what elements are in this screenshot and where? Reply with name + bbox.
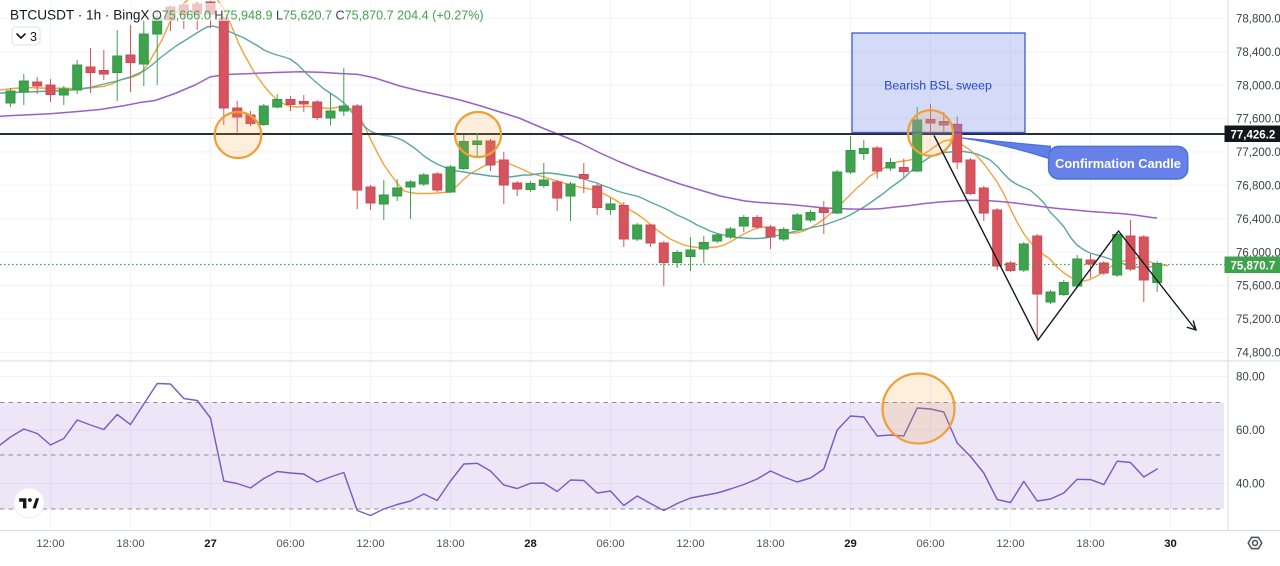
- svg-text:3: 3: [30, 30, 37, 44]
- svg-text:78,800.0: 78,800.0: [1236, 14, 1280, 26]
- svg-text:27: 27: [204, 538, 217, 550]
- svg-text:40.00: 40.00: [1236, 479, 1265, 491]
- svg-text:18:00: 18:00: [436, 538, 464, 550]
- svg-text:28: 28: [524, 538, 537, 550]
- svg-text:76,800.0: 76,800.0: [1236, 181, 1280, 193]
- svg-text:18:00: 18:00: [1076, 538, 1104, 550]
- svg-text:60.00: 60.00: [1236, 425, 1265, 437]
- svg-text:06:00: 06:00: [276, 538, 304, 550]
- svg-text:18:00: 18:00: [756, 538, 784, 550]
- svg-text:80.00: 80.00: [1236, 372, 1265, 384]
- svg-text:77,200.0: 77,200.0: [1236, 147, 1280, 159]
- svg-text:75,200.0: 75,200.0: [1236, 314, 1280, 326]
- svg-text:Confirmation Candle: Confirmation Candle: [1055, 156, 1181, 171]
- svg-text:12:00: 12:00: [356, 538, 384, 550]
- svg-text:75,870.7: 75,870.7: [1231, 260, 1276, 272]
- svg-text:12:00: 12:00: [996, 538, 1024, 550]
- svg-text:06:00: 06:00: [916, 538, 944, 550]
- svg-text:30: 30: [1164, 538, 1177, 550]
- svg-text:12:00: 12:00: [36, 538, 64, 550]
- svg-text:78,000.0: 78,000.0: [1236, 80, 1280, 92]
- svg-text:12:00: 12:00: [676, 538, 704, 550]
- svg-text:Bearish BSL sweep: Bearish BSL sweep: [884, 79, 992, 93]
- svg-text:29: 29: [844, 538, 857, 550]
- svg-text:76,400.0: 76,400.0: [1236, 214, 1280, 226]
- svg-text:O75,666.0 H75,948.9 L75,620.7: O75,666.0 H75,948.9 L75,620.7 C75,870.7 …: [152, 9, 484, 23]
- svg-text:BTCUSDT · 1h · BingX: BTCUSDT · 1h · BingX: [10, 8, 150, 23]
- svg-text:78,400.0: 78,400.0: [1236, 47, 1280, 59]
- svg-text:77,600.0: 77,600.0: [1236, 114, 1280, 126]
- svg-text:77,426.2: 77,426.2: [1231, 129, 1276, 141]
- svg-text:74,800.0: 74,800.0: [1236, 348, 1280, 360]
- svg-text:18:00: 18:00: [116, 538, 144, 550]
- svg-text:06:00: 06:00: [596, 538, 624, 550]
- svg-text:75,600.0: 75,600.0: [1236, 281, 1280, 293]
